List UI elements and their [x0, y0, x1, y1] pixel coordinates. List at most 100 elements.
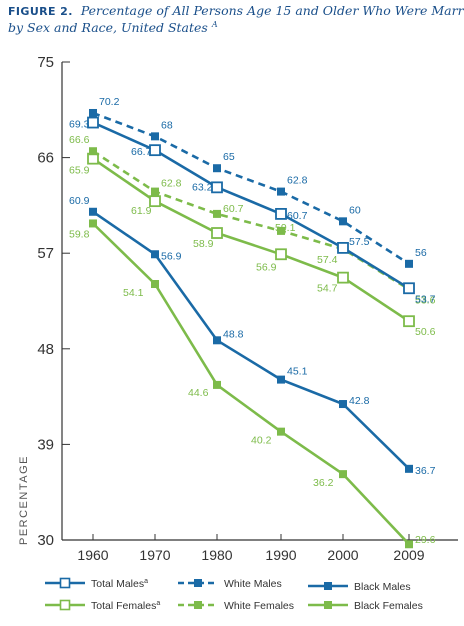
legend-label-superscript: a	[156, 600, 160, 607]
data-point-white-males	[213, 164, 221, 173]
data-label-total-females: 61.9	[131, 205, 152, 217]
chart-title: FIGURE 2. Percentage of All Persons Age …	[8, 3, 464, 35]
data-label-black-females: 44.6	[188, 387, 209, 399]
legend-label: Black Females	[354, 600, 423, 612]
data-point-black-females	[405, 540, 413, 549]
data-label-total-males: 53.7	[415, 293, 436, 305]
data-label-white-males: 70.2	[99, 96, 120, 108]
x-tick-label: 1990	[265, 547, 296, 563]
data-point-white-males	[151, 132, 159, 141]
data-label-black-females: 29.6	[415, 534, 436, 546]
data-label-black-females: 40.2	[251, 435, 272, 447]
series-total-males: 69.3 66.7 63.2 60.7 57.5 53.7	[69, 116, 436, 305]
data-point-total-females	[403, 315, 415, 328]
axes: 30 39 48 57 66 75 1960 1970 1980 1990 2000 2009	[37, 54, 458, 563]
series-black-males: 60.9 56.9 48.8 45.1 42.8 36.7	[69, 195, 436, 477]
legend-swatch-marker	[324, 582, 332, 590]
series-line-black-females	[92, 222, 410, 546]
data-point-total-males	[403, 282, 415, 295]
data-label-black-females: 54.1	[123, 287, 144, 299]
data-point-black-males	[89, 207, 97, 216]
data-label-black-males: 56.9	[161, 250, 182, 262]
data-point-total-females	[149, 195, 161, 208]
data-point-white-females	[151, 187, 159, 196]
data-point-white-females	[213, 209, 221, 218]
legend-item-total-females: Total Femalesa	[45, 599, 160, 612]
legend-label: Total Malesa	[91, 578, 148, 590]
data-point-black-males	[151, 250, 159, 259]
x-tick-label: 1960	[77, 547, 108, 563]
data-point-white-males	[89, 108, 97, 117]
data-point-black-females	[213, 380, 221, 389]
data-label-white-males: 56	[415, 247, 427, 259]
data-point-total-males	[337, 241, 349, 254]
data-label-white-females: 60.7	[223, 203, 244, 215]
x-tick-label: 1980	[201, 547, 232, 563]
title-line-1: Percentage of All Persons Age 15 and Old…	[80, 3, 464, 18]
legend-swatch-marker	[59, 577, 71, 589]
data-point-total-males	[211, 181, 223, 194]
data-label-black-females: 59.8	[69, 228, 90, 240]
legend-item-white-females: White Females	[178, 600, 294, 612]
data-label-black-males: 48.8	[223, 328, 244, 340]
legend-item-black-males: Black Males	[308, 581, 411, 593]
data-point-white-females	[277, 226, 285, 235]
data-label-total-females: 65.9	[69, 165, 90, 177]
y-tick-label: 66	[37, 150, 54, 167]
legend-label-superscript: a	[144, 578, 148, 585]
data-point-white-males	[405, 259, 413, 268]
data-label-black-males: 60.9	[69, 195, 90, 207]
data-label-white-females: 57.4	[317, 254, 338, 266]
data-point-black-males	[213, 336, 221, 345]
series-total-females: 65.9 61.9 58.9 56.9 54.7 50.6	[69, 152, 436, 338]
data-point-total-males	[149, 144, 161, 157]
legend-item-total-males: Total Malesa	[45, 577, 148, 590]
data-label-black-females: 36.2	[313, 477, 334, 489]
series-white-males: 70.2 68 65 62.8 60 56	[89, 96, 427, 268]
data-point-black-females	[89, 219, 97, 228]
data-label-total-males: 69.3	[69, 119, 90, 131]
data-point-total-females	[275, 248, 287, 261]
data-label-total-females: 56.9	[256, 261, 277, 273]
title-line-2: by Sex and Race, United States	[8, 20, 208, 35]
title-prefix: FIGURE 2.	[8, 5, 73, 18]
data-point-total-males	[87, 116, 99, 129]
y-tick-label: 30	[37, 532, 54, 549]
data-label-total-males: 57.5	[349, 236, 370, 248]
legend-swatch-marker	[194, 601, 202, 609]
legend: Total Malesa White Males Black Males Total …	[45, 577, 423, 612]
y-tick-label: 48	[37, 341, 54, 358]
data-label-total-males: 60.7	[287, 210, 308, 222]
y-tick-label: 39	[37, 436, 54, 453]
data-point-black-females	[339, 470, 347, 479]
data-label-total-males: 63.2	[192, 181, 213, 193]
legend-swatch-marker	[324, 601, 332, 609]
plot-area: 59.8 54.1 44.6 40.2 36.2 29.6 60.9 56.9 48.8 45.1…	[69, 96, 436, 549]
y-tick-label: 57	[37, 245, 54, 262]
data-point-total-females	[211, 227, 223, 239]
data-point-white-females	[89, 147, 97, 156]
legend-label: Total Femalesa	[91, 600, 160, 612]
legend-label: Black Males	[354, 581, 411, 593]
series-line-black-males	[92, 210, 410, 470]
data-label-total-females: 50.6	[415, 326, 436, 338]
legend-label: White Females	[224, 600, 294, 612]
series-line-total-males	[92, 121, 410, 290]
data-point-black-males	[405, 464, 413, 473]
legend-item-white-males: White Males	[178, 578, 282, 590]
series-line-total-females	[92, 157, 410, 323]
data-label-black-males: 42.8	[349, 395, 370, 407]
data-label-white-males: 60	[349, 204, 361, 216]
data-label-total-females: 54.7	[317, 283, 338, 295]
legend-item-black-females: Black Females	[308, 600, 423, 612]
data-label-black-males: 45.1	[287, 366, 308, 378]
data-point-total-males	[275, 207, 287, 220]
x-tick-label: 2000	[327, 547, 358, 563]
data-label-white-females: 53.6	[415, 294, 436, 306]
series-white-females: 66.662.860.759.157.453.6	[69, 134, 436, 306]
legend-label: White Males	[224, 578, 282, 590]
data-label-total-females: 58.9	[193, 238, 214, 250]
svg-text:by Sex and Race, United States: by Sex and Race, United States A	[8, 20, 218, 35]
legend-swatch-marker	[194, 579, 202, 587]
data-label-white-females: 66.6	[69, 134, 90, 146]
